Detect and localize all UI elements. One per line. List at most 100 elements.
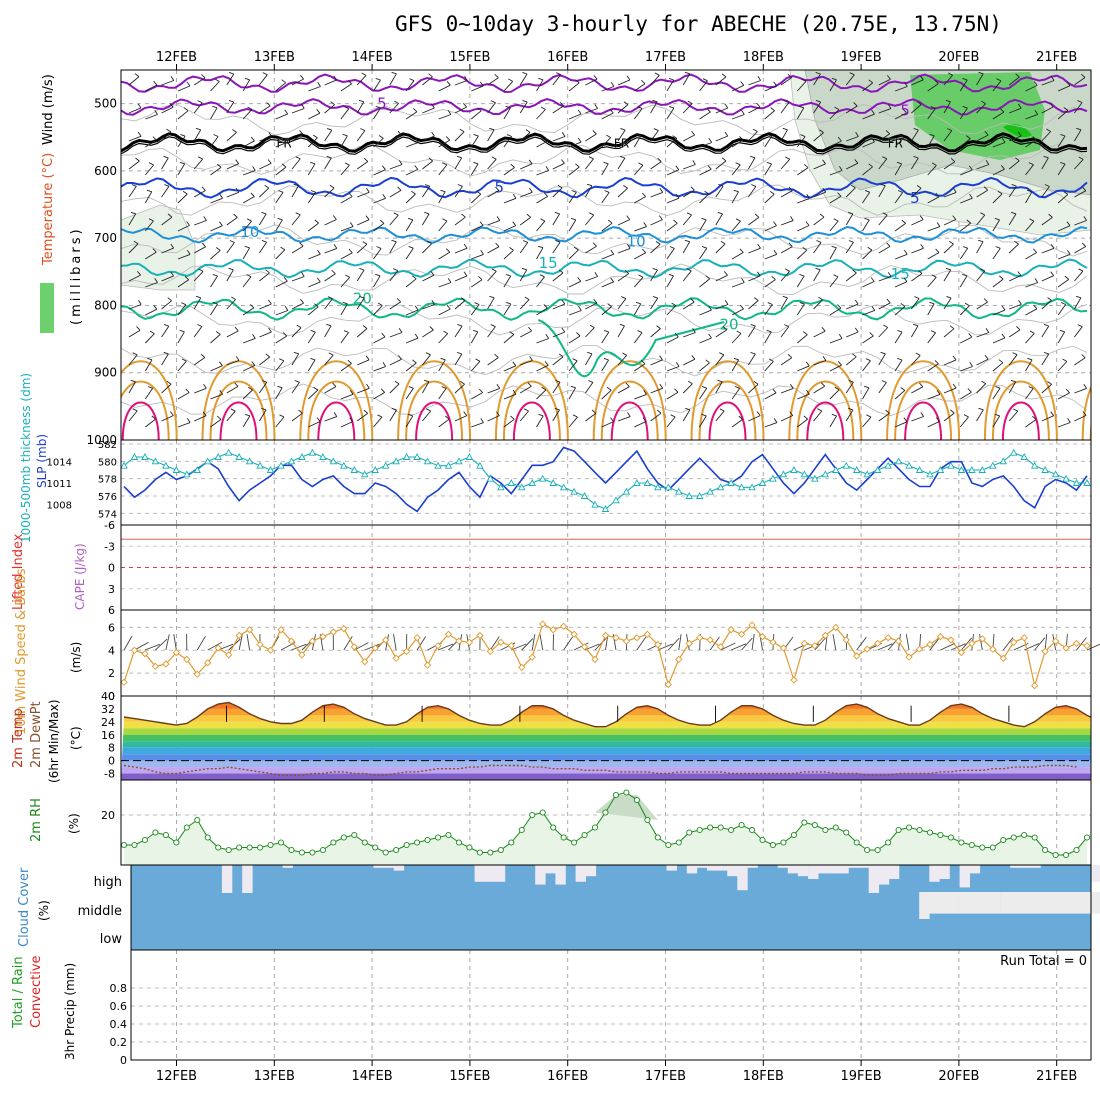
wind-barb-flag [316, 417, 321, 422]
rh-marker [1010, 834, 1017, 841]
wind-barb [454, 131, 465, 142]
wind-barb-flag [412, 275, 417, 280]
wind-barb-flag [800, 134, 806, 138]
wind-barb-flag [887, 104, 892, 109]
thickness-marker [434, 461, 442, 469]
wind-barb [959, 107, 968, 120]
wind-barb [731, 333, 742, 344]
wind-barb-flag [217, 163, 222, 168]
wind-barb [519, 216, 531, 226]
rh-marker [1000, 836, 1007, 844]
stab-tick-label: 3 [108, 583, 115, 596]
middle-cloud-bar [1050, 892, 1061, 914]
wind-barb-flag [949, 325, 955, 330]
wind-barb-flag [733, 189, 739, 193]
rh-marker [309, 849, 316, 856]
wind-barb [650, 297, 659, 310]
wind-barb [715, 329, 727, 338]
wind-barb [324, 219, 337, 226]
wind-barb-flag [655, 241, 661, 245]
wind-barb [813, 385, 825, 394]
wind-barb-flag [153, 81, 158, 86]
wind-barb [780, 326, 790, 338]
isotherm [121, 258, 1088, 279]
wind-barb [210, 136, 219, 148]
wind-barb-flag [1081, 354, 1086, 359]
wind-barb-flag [782, 295, 788, 299]
wind-barb-flag [375, 77, 381, 81]
wind-barb-flag [603, 357, 609, 361]
wind-barb [992, 80, 1002, 92]
temp-band [121, 773, 1091, 780]
rh-marker [707, 824, 714, 831]
wind-barb [389, 164, 403, 170]
wind-barb-flag [1081, 73, 1086, 78]
surface-wind-barb [144, 643, 161, 651]
wind-barb-flag [146, 189, 152, 193]
wind-barb [650, 130, 659, 142]
wind-barb [1009, 303, 1022, 310]
wind-barb [1041, 415, 1054, 422]
high-cloud-bar [686, 865, 698, 874]
wind-barb [699, 168, 712, 176]
wind-barb-flag [1083, 384, 1087, 389]
wind-barb [373, 169, 386, 176]
wind-barb-flag [428, 157, 433, 162]
rh-marker [822, 826, 829, 834]
wind-speed-marker [549, 626, 557, 634]
wind-barb [1041, 217, 1053, 226]
wind-barb-flag [170, 271, 174, 277]
wind-barb-flag [766, 329, 772, 333]
wind-ylabel: 10m Wind Speed & Barbs [14, 568, 29, 735]
rh-marker [864, 846, 871, 854]
wind-barb-flag [186, 221, 190, 226]
wind-barb [601, 359, 609, 372]
wind-barb [307, 359, 316, 372]
wind-barb [291, 412, 303, 422]
wind-barb-flag [833, 218, 839, 222]
wind-barb [291, 214, 301, 226]
wind-barb [210, 197, 223, 204]
wind-barb [1025, 139, 1037, 148]
wind-barb-flag [512, 361, 517, 367]
wind-barb-flag [652, 295, 658, 299]
rh-marker [1063, 851, 1070, 859]
wind-barb [960, 169, 973, 176]
wind-barb-flag [365, 355, 370, 361]
wind-barb-flag [310, 357, 316, 361]
wind-barb [242, 247, 250, 260]
wind-barb [340, 226, 354, 232]
wind-barb [536, 196, 548, 204]
wind-barb-flag [464, 76, 468, 81]
wind-speed-marker [643, 630, 652, 638]
wind-speed-marker [842, 636, 850, 644]
wind-barb [1041, 186, 1050, 198]
wind-barb [226, 410, 236, 422]
wind-barb [471, 422, 484, 428]
thickness-marker [340, 461, 348, 469]
wind-barb-flag [360, 128, 366, 131]
rh-marker [675, 839, 682, 846]
wind-barb-flag [920, 412, 924, 417]
x-tick-label-top: 21FEB [1036, 50, 1077, 65]
middle-cloud-bar [989, 892, 1001, 914]
wind-barb-flag [871, 109, 875, 115]
thickness-marker [1083, 479, 1091, 486]
wind-barb-flag [995, 246, 1001, 249]
wind-barb [829, 195, 842, 204]
wind-barb [471, 110, 482, 120]
wind-speed-marker [465, 638, 474, 646]
wind-barb-flag [359, 267, 365, 271]
wind-barb-flag [1078, 268, 1084, 272]
wind-barb [780, 129, 788, 142]
wind-barb-flag [1078, 156, 1084, 160]
wind-tick-label: 0 [108, 690, 115, 703]
wind-barb-flag [588, 156, 594, 160]
wind-barb-flag [423, 379, 430, 383]
wind-barb [617, 157, 626, 170]
wind-speed-marker [235, 631, 243, 640]
wind-barb-flag [495, 242, 500, 248]
rh-ylabel: 2m RH [29, 798, 44, 842]
rh-marker [602, 809, 609, 816]
